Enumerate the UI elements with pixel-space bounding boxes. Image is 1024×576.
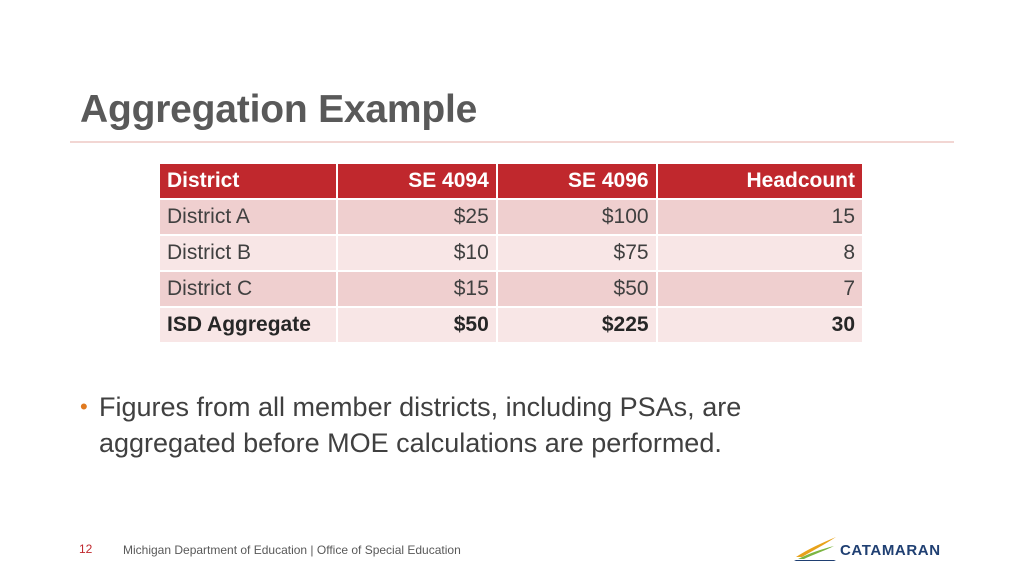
slide-title: Aggregation Example xyxy=(80,88,478,131)
bullet-item: • Figures from all member districts, inc… xyxy=(80,389,880,461)
table-row: District B $10 $75 8 xyxy=(160,236,862,270)
header-district: District xyxy=(160,164,336,198)
footer-text: Michigan Department of Education | Offic… xyxy=(123,543,461,557)
title-underline xyxy=(70,141,954,143)
logo-text: CATAMARAN xyxy=(840,542,941,559)
bullet-marker: • xyxy=(80,394,88,419)
total-label-cell: ISD Aggregate xyxy=(160,308,336,342)
aggregation-table: District SE 4094 SE 4096 Headcount Distr… xyxy=(158,162,864,344)
header-headcount: Headcount xyxy=(657,164,862,198)
page-number: 12 xyxy=(79,542,93,556)
se4094-cell: $25 xyxy=(338,200,496,234)
se4096-cell: $100 xyxy=(497,200,656,234)
table-total-row: ISD Aggregate $50 $225 30 xyxy=(160,308,862,342)
bullet-text: Figures from all member districts, inclu… xyxy=(99,392,742,458)
district-cell: District C xyxy=(160,272,336,306)
header-se4096: SE 4096 xyxy=(497,164,656,198)
table-row: District C $15 $50 7 xyxy=(160,272,862,306)
total-headcount-cell: 30 xyxy=(657,308,862,342)
se4096-cell: $75 xyxy=(497,236,656,270)
headcount-cell: 8 xyxy=(657,236,862,270)
headcount-cell: 7 xyxy=(657,272,862,306)
catamaran-sail-icon xyxy=(794,537,836,561)
catamaran-logo: CATAMARAN xyxy=(794,533,959,563)
headcount-cell: 15 xyxy=(657,200,862,234)
district-cell: District A xyxy=(160,200,336,234)
total-se4096-cell: $225 xyxy=(497,308,656,342)
se4094-cell: $10 xyxy=(338,236,496,270)
se4094-cell: $15 xyxy=(338,272,496,306)
se4096-cell: $50 xyxy=(497,272,656,306)
total-se4094-cell: $50 xyxy=(338,308,496,342)
district-cell: District B xyxy=(160,236,336,270)
header-se4094: SE 4094 xyxy=(338,164,496,198)
table-header-row: District SE 4094 SE 4096 Headcount xyxy=(160,164,862,198)
table-row: District A $25 $100 15 xyxy=(160,200,862,234)
